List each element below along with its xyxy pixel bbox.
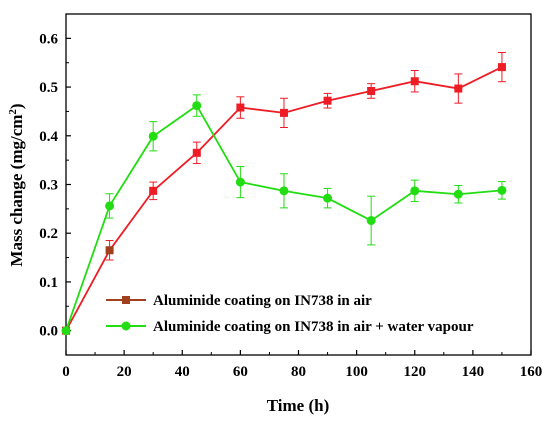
y-axis-title-superscript: 2 (7, 109, 19, 115)
legend-label-air: Aluminide coating on IN738 in air (153, 293, 372, 309)
x-axis-ticks: 0 20 40 60 80 100 120 140 160 (62, 350, 542, 380)
x-tick-label: 0 (62, 364, 70, 380)
series-water-vapour (61, 94, 507, 336)
legend-entry-air: Aluminide coating on IN738 in air (106, 293, 372, 309)
data-point (61, 326, 71, 336)
data-point (497, 63, 506, 72)
data-point (235, 177, 245, 187)
data-point (105, 201, 115, 211)
data-point (497, 185, 507, 195)
data-point (149, 186, 158, 195)
data-point (323, 96, 332, 105)
y-axis-title-main: Mass change (mg/cm (7, 115, 26, 267)
data-point (279, 186, 289, 196)
y-tick-label: 0.0 (39, 324, 58, 340)
legend-label-water-vapour: Aluminide coating on IN738 in air + wate… (153, 319, 474, 335)
data-point (410, 77, 419, 86)
y-tick-label: 0.1 (39, 275, 58, 291)
data-point (366, 216, 376, 226)
data-point (410, 186, 420, 196)
data-point (148, 131, 158, 141)
x-tick-label: 80 (291, 364, 306, 380)
legend-marker-air (122, 296, 130, 304)
legend: Aluminide coating on IN738 in air Alumin… (106, 293, 474, 335)
legend-entry-water-vapour: Aluminide coating on IN738 in air + wate… (106, 319, 474, 335)
data-point (367, 86, 376, 95)
y-axis-title: Mass change (mg/cm2) (7, 103, 26, 266)
data-point (192, 101, 202, 111)
y-axis-title-tail: ) (7, 103, 26, 109)
data-point (454, 84, 463, 93)
series-layer (61, 51, 507, 336)
y-tick-label: 0.3 (39, 178, 58, 194)
x-tick-label: 120 (404, 364, 427, 380)
y-tick-label: 0.2 (39, 226, 58, 242)
data-point (453, 189, 463, 199)
y-tick-label: 0.5 (39, 80, 58, 96)
x-tick-label: 100 (345, 364, 368, 380)
series-air (62, 51, 506, 335)
y-tick-label: 0.6 (39, 31, 58, 47)
x-tick-label: 20 (117, 364, 132, 380)
data-point (105, 246, 114, 255)
x-tick-label: 160 (520, 364, 543, 380)
data-point (279, 108, 288, 117)
x-tick-label: 140 (462, 364, 485, 380)
data-point (192, 148, 201, 157)
y-tick-label: 0.4 (39, 129, 58, 145)
x-axis-title: Time (h) (267, 396, 330, 415)
data-point (323, 193, 333, 203)
legend-marker-water-vapour (121, 321, 131, 331)
x-tick-label: 60 (233, 364, 248, 380)
data-point (236, 103, 245, 112)
x-tick-label: 40 (175, 364, 190, 380)
y-axis-ticks: 0.0 0.1 0.2 0.3 0.4 0.5 0.6 (39, 31, 71, 340)
